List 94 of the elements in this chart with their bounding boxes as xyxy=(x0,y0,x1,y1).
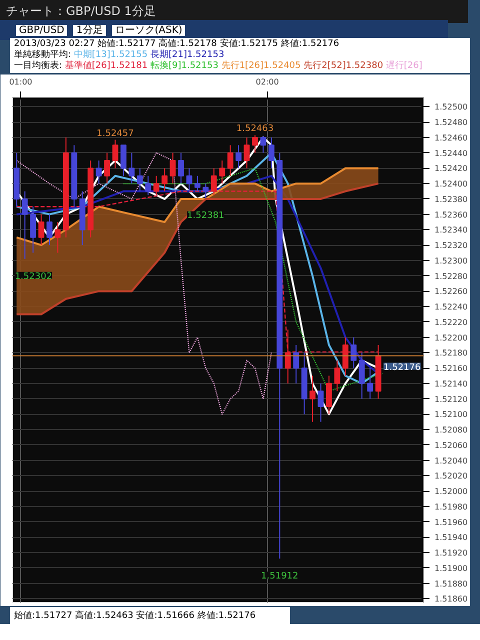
candlestick xyxy=(227,144,234,176)
candlestick xyxy=(367,368,374,400)
text: 1分足 xyxy=(73,25,106,36)
annotation: 1.52463 xyxy=(236,124,274,134)
candlestick xyxy=(219,160,226,184)
y-tick-label: 1.52500 xyxy=(434,102,468,112)
annotation: 1.52381 xyxy=(187,211,224,222)
candlestick xyxy=(128,152,135,184)
x-tick-label: 02:00 xyxy=(256,78,279,86)
y-tick-label: 1.52240 xyxy=(434,302,468,312)
text: 単純移動平均: xyxy=(14,50,72,60)
candlestick xyxy=(358,352,365,400)
candlestick xyxy=(236,144,242,169)
text: ローソク(ASK) xyxy=(112,25,186,36)
candlestick xyxy=(202,183,209,199)
y-tick-label: 1.51960 xyxy=(434,518,468,527)
x-tick-label: 01:00 xyxy=(9,78,32,86)
annotation: 1.52457 xyxy=(96,128,134,139)
y-tick-label: 1.51900 xyxy=(434,564,468,573)
y-tick-label: 1.52440 xyxy=(434,148,468,158)
y-tick-label: 1.52480 xyxy=(434,118,468,128)
text: 始値:1.51727 高値:1.52463 安値:1.51666 終値:1.52176 xyxy=(10,607,290,624)
candlestick xyxy=(162,168,168,192)
candlestick xyxy=(260,135,266,154)
candlestick xyxy=(178,152,184,184)
candlestick xyxy=(30,206,36,254)
y-tick-label: 1.52060 xyxy=(434,440,468,450)
candlestick xyxy=(112,139,118,169)
line-series xyxy=(122,168,383,392)
y-tick-label: 1.52380 xyxy=(434,194,468,204)
chart-subtitle: 2013/03/23 02:27 始値:1.52177 高値:1.52178 安値:1.52175 終値:1.52176 xyxy=(14,39,340,50)
text: 遅行[26] xyxy=(386,61,422,71)
candlestick xyxy=(244,136,250,169)
candlestick xyxy=(284,329,291,384)
candlestick xyxy=(153,175,160,196)
candlestick xyxy=(96,160,102,184)
y-tick-label: 1.52100 xyxy=(434,410,468,420)
candlestick xyxy=(334,360,340,392)
y-tick-label: 1.52320 xyxy=(434,241,468,250)
candlestick xyxy=(268,136,274,169)
y-tick-label: 1.52120 xyxy=(434,394,468,404)
y-tick-label: 1.52160 xyxy=(434,364,468,374)
candlestick xyxy=(252,134,258,154)
candlestick xyxy=(120,144,126,176)
candlestick xyxy=(194,175,200,192)
y-tick-label: 1.52140 xyxy=(434,379,468,388)
candlestick xyxy=(186,168,192,192)
y-tick-label: 1.52220 xyxy=(434,318,468,327)
candlestick xyxy=(310,375,316,422)
text: 長期[21]1.52153 xyxy=(150,50,224,60)
annotation: 1.51912 xyxy=(261,572,298,582)
y-tick-label: 1.52000 xyxy=(434,487,468,496)
candlestick xyxy=(342,336,348,376)
candlestick xyxy=(145,175,152,196)
candlestick xyxy=(38,214,44,246)
y-tick-label: 1.52020 xyxy=(434,472,468,481)
text: 先行2[52]1.52380 xyxy=(304,61,384,71)
y-tick-label: 1.52400 xyxy=(434,180,468,189)
y-tick-label: 1.52300 xyxy=(434,256,468,266)
y-tick-label: 1.52260 xyxy=(434,287,468,296)
y-tick-label: 1.52180 xyxy=(434,348,468,358)
candlestick xyxy=(136,168,143,192)
y-tick-label: 1.51940 xyxy=(434,533,468,542)
y-tick-label: 1.52080 xyxy=(434,426,468,435)
y-tick-label: 1.52040 xyxy=(434,456,468,466)
line-series xyxy=(16,167,380,246)
y-tick-label: 1.51880 xyxy=(434,579,468,588)
chart-title: チャート：GBP/USD 1分足 xyxy=(0,0,468,23)
line-series xyxy=(16,152,272,415)
candlestick xyxy=(350,336,357,369)
candlestick xyxy=(46,214,52,246)
candlestick xyxy=(293,344,300,384)
y-tick-label: 1.52340 xyxy=(434,226,468,235)
candlestick xyxy=(54,222,61,254)
candlestick xyxy=(170,152,176,184)
text: 中期[13]1.52155 xyxy=(74,50,148,60)
y-tick-label: 1.52460 xyxy=(434,133,468,142)
candlestick xyxy=(318,382,324,422)
text: 先行1[26]1.52405 xyxy=(221,61,301,71)
text: 転換[9]1.52153 xyxy=(150,61,218,71)
text: 基準値[26]1.52181 xyxy=(64,61,148,71)
candlestick xyxy=(326,375,332,415)
text: GBP/USD xyxy=(16,25,68,36)
y-tick-label: 1.52360 xyxy=(434,210,468,220)
y-tick-label: 1.51920 xyxy=(434,548,468,558)
candlestick xyxy=(104,152,110,184)
y-tick-label: 1.52200 xyxy=(434,333,468,342)
candlestick xyxy=(22,190,28,260)
y-tick-label: 1.51980 xyxy=(434,502,468,512)
y-tick-label: 1.52420 xyxy=(434,164,468,174)
y-tick-label: 1.51860 xyxy=(434,594,468,604)
y-tick-label: 1.52280 xyxy=(434,272,468,281)
candlestick xyxy=(210,168,217,196)
text: 一目均衡表: xyxy=(14,61,62,71)
